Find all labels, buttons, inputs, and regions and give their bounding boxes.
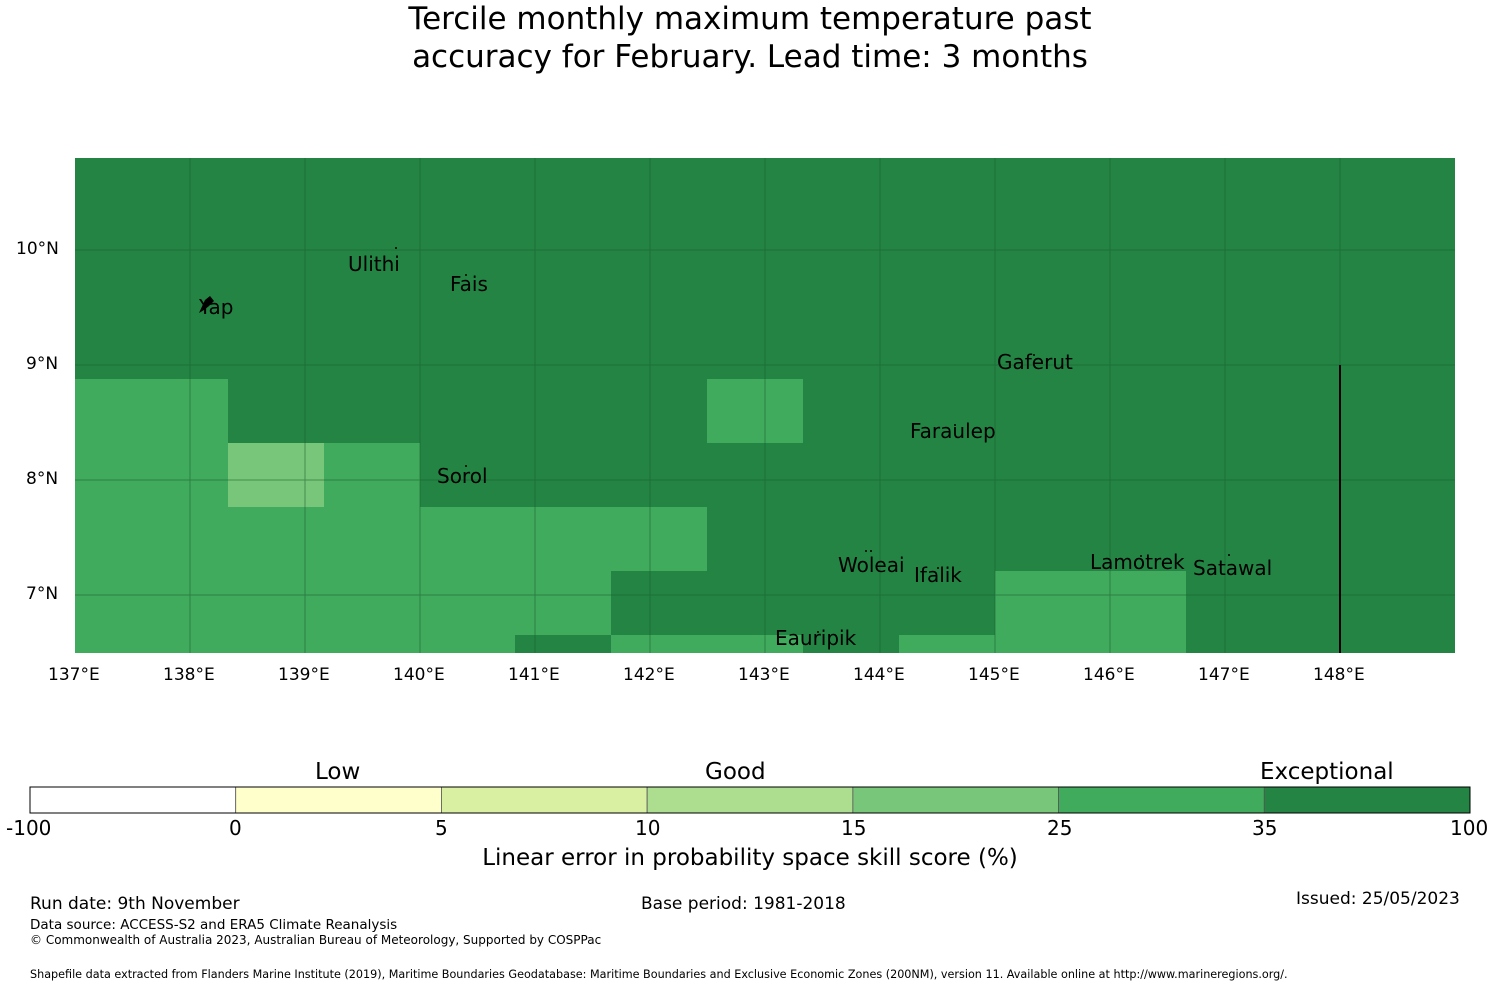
island-dot bbox=[1033, 354, 1035, 356]
skill-cell bbox=[611, 635, 803, 653]
colorbar-category-low: Low bbox=[315, 759, 361, 785]
place-label-eauripik: Eauripik bbox=[775, 626, 857, 650]
colorbar-segment bbox=[1263, 786, 1471, 814]
skill-cell-good bbox=[228, 443, 324, 507]
base-period: Base period: 1981-2018 bbox=[641, 894, 846, 914]
island-dot bbox=[465, 465, 467, 467]
copyright: © Commonwealth of Australia 2023, Austra… bbox=[30, 933, 602, 947]
yap-island-shape bbox=[199, 296, 214, 313]
colorbar-segment bbox=[646, 786, 854, 814]
colorbar-category-good: Good bbox=[705, 759, 766, 785]
lon-tick-label: 140°E bbox=[393, 665, 445, 685]
title-line-2: accuracy for February. Lead time: 3 mont… bbox=[412, 39, 1088, 75]
place-label-woleai: Woleai bbox=[838, 553, 905, 577]
lat-tick-label: 9°N bbox=[26, 354, 59, 374]
title-line-1: Tercile monthly maximum temperature past bbox=[408, 1, 1092, 37]
lon-tick-label: 142°E bbox=[623, 665, 675, 685]
place-label-sorol: Sorol bbox=[437, 464, 488, 488]
place-label-fais: Fais bbox=[450, 272, 488, 296]
colorbar-outline bbox=[29, 786, 1471, 814]
place-label-yap: Yap bbox=[199, 295, 234, 319]
place-label-gaferut: Gaferut bbox=[997, 350, 1073, 374]
lon-tick-label: 141°E bbox=[508, 665, 560, 685]
skill-cell bbox=[420, 507, 707, 571]
island-dot bbox=[937, 567, 939, 569]
island-dot bbox=[865, 550, 867, 552]
lat-tick-label: 8°N bbox=[26, 469, 59, 489]
place-label-ifalik: Ifalik bbox=[914, 563, 962, 587]
lon-tick-label: 144°E bbox=[853, 665, 905, 685]
run-date: Run date: 9th November bbox=[30, 894, 240, 914]
lat-tick-label: 7°N bbox=[26, 584, 59, 604]
colorbar-tick-label: 35 bbox=[1252, 816, 1278, 840]
island-dot bbox=[1228, 554, 1230, 556]
colorbar-segment bbox=[1058, 786, 1265, 814]
island-dot bbox=[395, 247, 397, 249]
colorbar-segment bbox=[235, 786, 442, 814]
lon-tick-label: 147°E bbox=[1198, 665, 1250, 685]
lon-tick-label: 146°E bbox=[1083, 665, 1135, 685]
lon-tick-label: 137°E bbox=[48, 665, 100, 685]
lon-tick-label: 145°E bbox=[968, 665, 1020, 685]
lat-tick-label: 10°N bbox=[16, 239, 59, 259]
skill-cell bbox=[420, 571, 611, 635]
colorbar-tick-label: -100 bbox=[6, 816, 52, 840]
island-shapes bbox=[199, 247, 1230, 633]
chart-title: Tercile monthly maximum temperature past… bbox=[0, 0, 1500, 76]
skill-region-very-good bbox=[75, 379, 1186, 653]
data-source: Data source: ACCESS-S2 and ERA5 Climate … bbox=[30, 917, 398, 933]
island-dot bbox=[1140, 555, 1142, 557]
colorbar-segment bbox=[852, 786, 1059, 814]
colorbar-tick-label: 0 bbox=[229, 816, 242, 840]
lon-tick-label: 143°E bbox=[738, 665, 790, 685]
colorbar-segment bbox=[441, 786, 648, 814]
skill-cell bbox=[707, 379, 803, 443]
colorbar-axis-label: Linear error in probability space skill … bbox=[482, 845, 1018, 871]
colorbar-segment bbox=[29, 786, 237, 814]
skill-cell bbox=[899, 635, 995, 653]
skill-cell bbox=[420, 635, 515, 653]
shapefile-credit: Shapefile data extracted from Flanders M… bbox=[30, 968, 1288, 981]
colorbar-tick-label: 10 bbox=[635, 816, 661, 840]
colorbar-category-exceptional: Exceptional bbox=[1260, 759, 1394, 785]
place-label-satawal: Satawal bbox=[1193, 556, 1273, 580]
colorbar-tick-label: 25 bbox=[1047, 816, 1073, 840]
colorbar-tick-label: 100 bbox=[1450, 816, 1489, 840]
island-dot bbox=[870, 550, 872, 552]
colorbar-tick-label: 15 bbox=[841, 816, 867, 840]
place-label-lamotrek: Lamotrek bbox=[1090, 550, 1185, 574]
lon-tick-label: 148°E bbox=[1313, 665, 1365, 685]
island-dot bbox=[465, 274, 467, 276]
issued-date: Issued: 25/05/2023 bbox=[1296, 889, 1460, 909]
skill-cell bbox=[75, 379, 228, 653]
place-label-ulithi: Ulithi bbox=[348, 252, 400, 276]
skill-cell bbox=[995, 571, 1186, 653]
island-dot bbox=[817, 631, 819, 633]
lon-tick-label: 139°E bbox=[278, 665, 330, 685]
place-label-faraulep: Faraulep bbox=[910, 419, 996, 443]
colorbar bbox=[29, 786, 1471, 814]
island-dot bbox=[954, 424, 956, 426]
colorbar-tick-label: 5 bbox=[435, 816, 448, 840]
lon-tick-label: 138°E bbox=[163, 665, 215, 685]
